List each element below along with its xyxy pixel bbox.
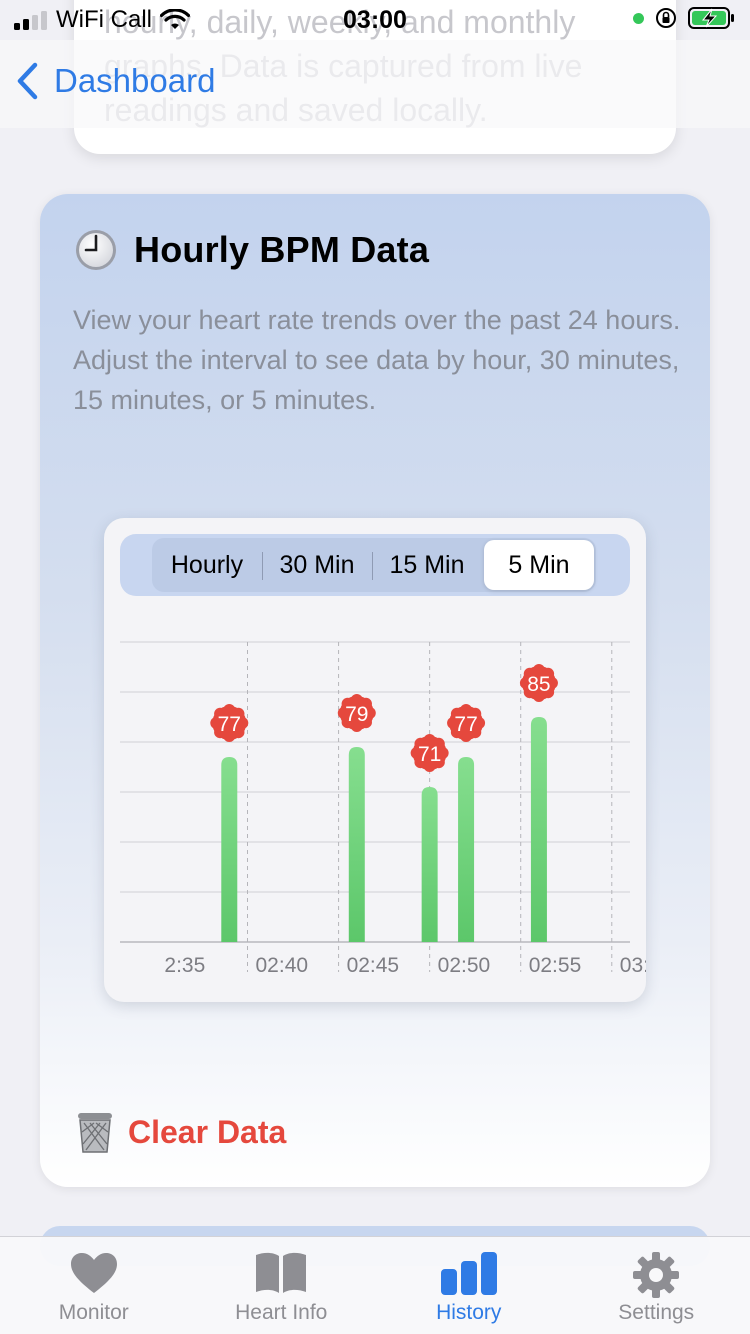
chart-container: Hourly 30 Min 15 Min 5 Min 2:35 02:40 02:4… xyxy=(104,518,646,1002)
data-label-badge-lobe xyxy=(350,720,363,732)
data-label-badge-lobe xyxy=(423,734,436,746)
data-label-badge-lobe xyxy=(523,667,536,680)
gear-icon xyxy=(633,1252,680,1298)
clock-icon xyxy=(76,230,116,270)
data-label: 77 xyxy=(454,713,477,736)
bpm-bar xyxy=(221,757,238,942)
battery-charging-icon xyxy=(688,7,734,29)
data-label: 85 xyxy=(527,673,550,696)
bpm-bar xyxy=(348,747,365,942)
x-tick-label: 2:35 xyxy=(164,954,205,977)
segment-5-min[interactable]: 5 Min xyxy=(484,540,594,590)
data-label-badge-lobe xyxy=(519,677,532,689)
data-label-badge-lobe xyxy=(414,756,427,769)
data-label: 71 xyxy=(418,743,441,766)
signal-icon xyxy=(14,11,47,30)
data-label-badge-lobe xyxy=(363,707,376,719)
tab-heart-info[interactable]: Heart Info xyxy=(188,1237,376,1334)
data-label-badge-lobe xyxy=(542,667,555,680)
data-label-badge-lobe xyxy=(532,664,545,676)
heart-icon xyxy=(70,1253,117,1293)
data-label-badge-lobe xyxy=(232,726,245,739)
bar-chart-icon xyxy=(440,1252,497,1295)
card-description: View your heart rate trends over the pas… xyxy=(73,305,681,415)
back-label: Dashboard xyxy=(54,62,216,99)
data-label-badge-lobe xyxy=(410,747,423,759)
data-label-badge-lobe xyxy=(214,726,227,739)
tab-history[interactable]: History xyxy=(375,1237,563,1334)
data-label-badge-lobe xyxy=(359,697,372,710)
data-label-badge-lobe xyxy=(341,716,354,729)
x-tick-label: 02:45 xyxy=(347,954,400,977)
data-label: 79 xyxy=(345,703,368,726)
data-label-badge-lobe xyxy=(450,726,463,739)
data-label-badge-lobe xyxy=(469,726,482,739)
navigation-bar: Dashboard xyxy=(0,40,750,128)
data-label-badge-lobe xyxy=(436,747,449,759)
bpm-bar xyxy=(421,787,438,942)
data-label-badge-lobe xyxy=(223,730,236,742)
interval-segmented-control: Hourly 30 Min 15 Min 5 Min xyxy=(120,534,630,596)
wifi-icon xyxy=(160,9,190,29)
data-label-badge-lobe xyxy=(423,760,436,772)
tab-settings[interactable]: Settings xyxy=(563,1237,750,1334)
x-tick-label: 02:40 xyxy=(256,954,309,977)
bpm-bar xyxy=(530,717,547,942)
card-header: Hourly BPM Data xyxy=(74,228,429,272)
clock-time: 03:00 xyxy=(343,6,407,34)
carrier-label: WiFi Call xyxy=(56,6,152,33)
clear-data-button[interactable]: Clear Data xyxy=(74,1110,286,1154)
segment-30-min[interactable]: 30 Min xyxy=(262,538,372,592)
data-label-badge-lobe xyxy=(542,686,555,699)
data-label: 77 xyxy=(218,713,241,736)
tab-label: Settings xyxy=(618,1301,695,1324)
data-label-badge-lobe xyxy=(473,717,486,729)
data-label-badge-lobe xyxy=(236,717,249,729)
data-label-badge-lobe xyxy=(232,707,245,720)
data-label-badge-lobe xyxy=(460,704,473,716)
segment-15-min[interactable]: 15 Min xyxy=(372,538,482,592)
data-label-badge-lobe xyxy=(523,686,536,699)
hourly-bpm-card: Hourly BPM Data View your heart rate tre… xyxy=(40,194,710,1187)
x-tick-label: 03:00 xyxy=(620,954,646,977)
data-label-badge-lobe xyxy=(432,756,445,769)
data-label-badge-lobe xyxy=(545,677,558,689)
tab-label: Heart Info xyxy=(235,1301,328,1324)
tab-label: History xyxy=(436,1301,502,1324)
orientation-lock-icon xyxy=(656,8,676,28)
tab-bar: Monitor Heart Info History xyxy=(0,1236,750,1334)
data-label-badge-lobe xyxy=(350,694,363,706)
x-tick-label: 02:55 xyxy=(529,954,582,977)
data-label-badge-lobe xyxy=(469,707,482,720)
data-label-badge-lobe xyxy=(460,730,473,742)
camera-indicator-dot xyxy=(633,12,644,24)
tab-label: Monitor xyxy=(58,1301,129,1324)
card-title: Hourly BPM Data xyxy=(134,229,430,270)
chevron-left-icon xyxy=(17,62,38,100)
back-button[interactable]: Dashboard xyxy=(16,62,215,100)
data-label-badge-lobe xyxy=(447,717,460,729)
data-label-badge-lobe xyxy=(450,707,463,720)
status-bar: WiFi Call 03:00 xyxy=(0,0,750,40)
data-label-badge-lobe xyxy=(337,707,350,719)
trash-icon xyxy=(78,1113,112,1153)
data-label-badge-lobe xyxy=(532,690,545,702)
data-label-badge-lobe xyxy=(214,707,227,720)
data-label-badge-lobe xyxy=(210,717,223,729)
bpm-bar-chart: 2:3502:4002:4502:5002:5503:0003:07779717… xyxy=(120,641,646,977)
bpm-bar xyxy=(458,757,475,942)
data-label-badge-lobe xyxy=(223,704,236,716)
tab-monitor[interactable]: Monitor xyxy=(0,1237,188,1334)
data-label-badge-lobe xyxy=(341,697,354,710)
x-tick-label: 02:50 xyxy=(438,954,491,977)
data-label-badge-lobe xyxy=(359,716,372,729)
data-label-badge-lobe xyxy=(432,737,445,750)
segment-hourly[interactable]: Hourly xyxy=(170,550,244,579)
data-label-badge-lobe xyxy=(414,737,427,750)
clear-data-label: Clear Data xyxy=(128,1113,287,1150)
book-icon xyxy=(256,1252,307,1293)
